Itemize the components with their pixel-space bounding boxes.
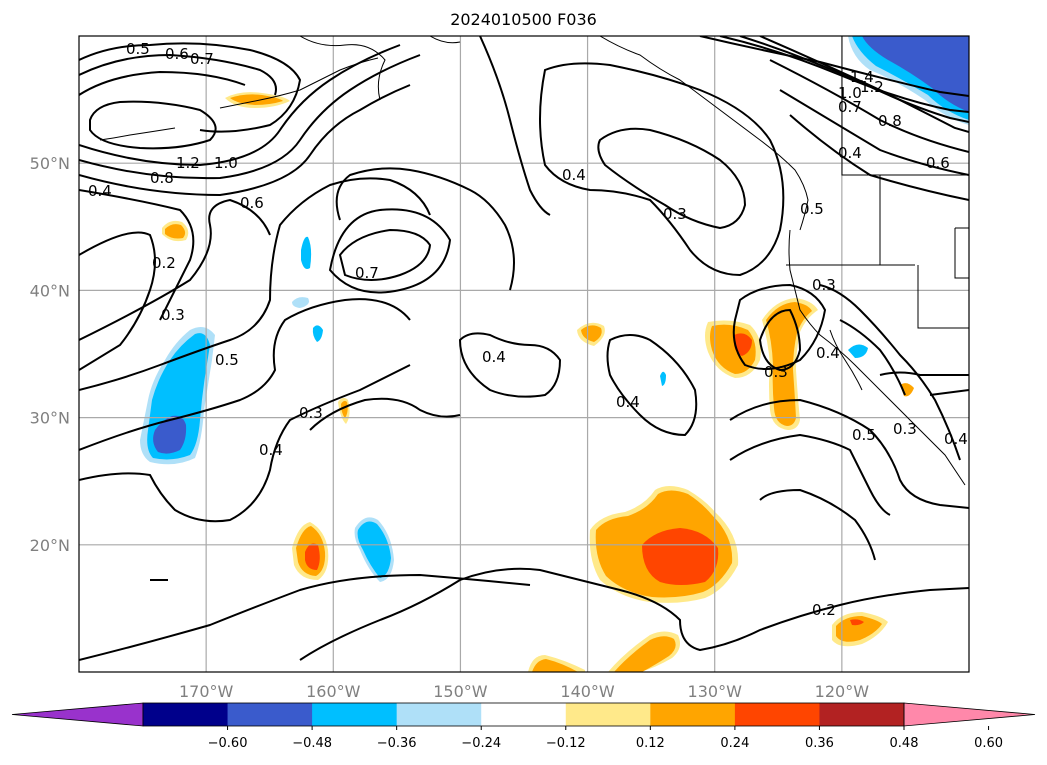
latitude-labels: 20°N 30°N 40°N 50°N xyxy=(30,154,70,555)
contour-label: 0.6 xyxy=(926,154,950,172)
contour-label: 0.6 xyxy=(165,45,189,63)
colorbar: −0.60 −0.48 −0.36 −0.24 −0.12 0.12 0.24 0.36 0.4… xyxy=(11,702,1036,751)
lon-tick-label: 130°W xyxy=(688,682,743,701)
contour-label: 1.2 xyxy=(860,78,884,96)
lat-tick-label: 40°N xyxy=(30,281,70,300)
colorbar-swatch xyxy=(481,703,567,726)
lon-tick-label: 170°W xyxy=(179,682,234,701)
contour-label: 0.4 xyxy=(944,430,968,448)
colorbar-swatch xyxy=(312,703,398,726)
contour-label: 0.3 xyxy=(812,276,836,294)
contour-label: 0.8 xyxy=(150,169,174,187)
contour-label: 0.3 xyxy=(764,363,788,381)
contour-label: 0.7 xyxy=(838,98,862,116)
lon-tick-label: 160°W xyxy=(306,682,361,701)
lat-tick-label: 50°N xyxy=(30,154,70,173)
colorbar-extend-low xyxy=(11,702,144,727)
contour-label: 0.8 xyxy=(878,112,902,130)
contour-label: 1.0 xyxy=(214,154,238,172)
colorbar-tick-label: 0.12 xyxy=(636,736,665,751)
contour-label: 0.4 xyxy=(562,166,586,184)
contour-label: 0.5 xyxy=(800,200,824,218)
contour-label: 1.2 xyxy=(176,154,200,172)
colorbar-swatch xyxy=(734,703,820,726)
longitude-labels: 170°W 160°W 150°W 140°W 130°W 120°W xyxy=(179,682,869,701)
contour-label: 1.4 xyxy=(850,68,874,86)
colorbar-swatch xyxy=(819,703,905,726)
colorbar-swatch xyxy=(565,703,651,726)
lon-tick-label: 120°W xyxy=(815,682,870,701)
plot-frame xyxy=(78,35,970,673)
colorbar-tick-label: −0.48 xyxy=(292,736,332,751)
colorbar-tick-label: −0.24 xyxy=(461,736,501,751)
contour-label: 0.3 xyxy=(161,306,185,324)
contour-label: 0.2 xyxy=(152,254,176,272)
colorbar-tick-label: −0.12 xyxy=(546,736,586,751)
map-title: 2024010500 F036 xyxy=(450,10,597,29)
contour-lines xyxy=(79,36,969,661)
contour-label: 0.5 xyxy=(852,426,876,444)
colorbar-swatch xyxy=(227,703,313,726)
contour-label: 0.4 xyxy=(616,393,640,411)
contour-label: 0.4 xyxy=(482,348,506,366)
contour-label: 0.3 xyxy=(663,205,687,223)
colorbar-tick-label: 0.60 xyxy=(974,736,1003,751)
contour-labels: 0.5 0.6 0.7 1.2 1.0 0.8 0.4 0.6 0.2 0.3 … xyxy=(88,40,968,619)
colorbar-extend-high xyxy=(903,702,1036,727)
contour-label: 0.7 xyxy=(190,50,214,68)
colorbar-swatch xyxy=(396,703,482,726)
contour-label: 1.0 xyxy=(838,84,862,102)
contour-label: 0.4 xyxy=(838,144,862,162)
contour-label: 0.3 xyxy=(299,404,323,422)
contour-label: 0.4 xyxy=(816,344,840,362)
colorbar-tick-label: −0.36 xyxy=(377,736,417,751)
contour-label: 0.4 xyxy=(88,182,112,200)
contour-label: 0.5 xyxy=(126,40,150,58)
contour-label: 0.4 xyxy=(259,441,283,459)
colorbar-swatch xyxy=(143,703,229,726)
lat-tick-label: 20°N xyxy=(30,536,70,555)
colorbar-tick-label: 0.48 xyxy=(890,736,919,751)
colorbar-tick-label: 0.36 xyxy=(805,736,834,751)
contour-label: 0.7 xyxy=(355,264,379,282)
contour-label: 0.2 xyxy=(812,601,836,619)
colorbar-tick-label: 0.24 xyxy=(720,736,749,751)
colorbar-swatch xyxy=(650,703,736,726)
contour-label: 0.3 xyxy=(893,420,917,438)
lon-tick-label: 140°W xyxy=(560,682,615,701)
contour-label: 0.6 xyxy=(240,194,264,212)
lon-tick-label: 150°W xyxy=(433,682,488,701)
contour-label: 0.5 xyxy=(215,351,239,369)
colorbar-tick-label: −0.60 xyxy=(208,736,248,751)
lat-tick-label: 30°N xyxy=(30,409,70,428)
colorbar-frame xyxy=(142,702,905,727)
coastlines xyxy=(99,36,969,486)
